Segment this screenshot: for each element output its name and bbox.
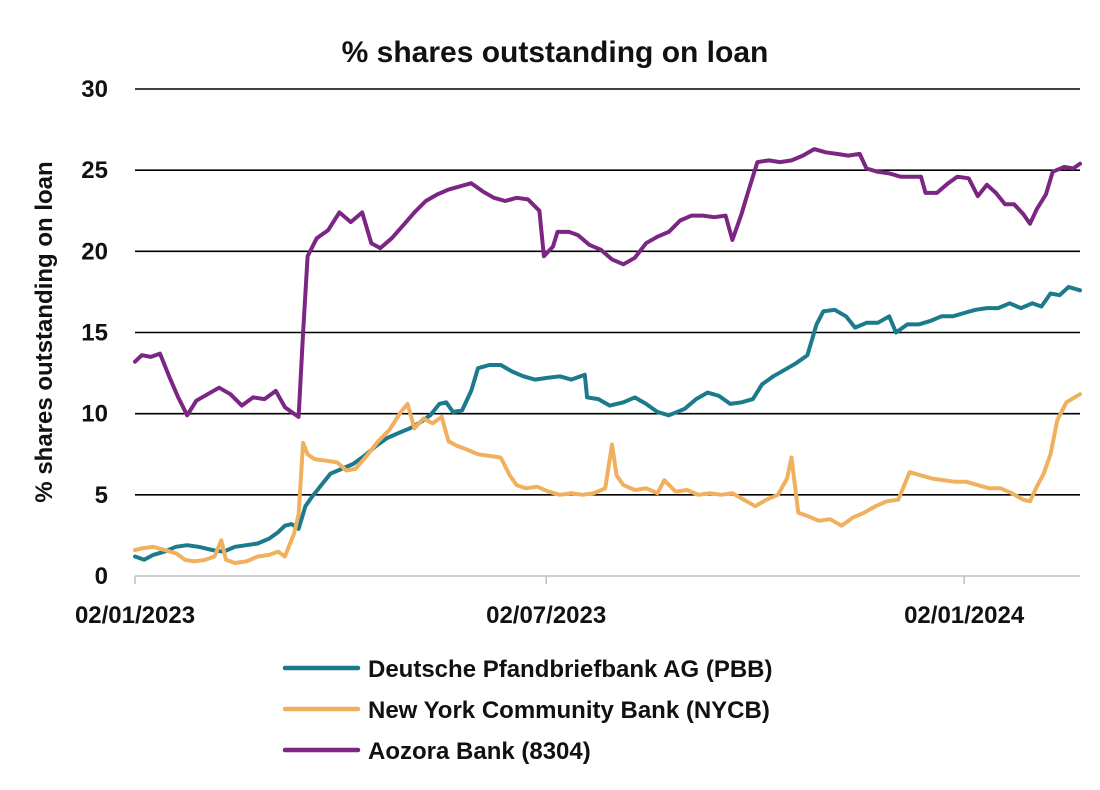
series-line-1 bbox=[133, 392, 1082, 565]
y-tick-label: 30 bbox=[81, 76, 108, 103]
series-lines bbox=[133, 147, 1082, 565]
x-tick-label: 02/01/2023 bbox=[75, 602, 195, 629]
y-tick-label: 10 bbox=[81, 401, 108, 428]
y-tick-label: 5 bbox=[95, 482, 108, 509]
legend-label: Deutsche Pfandbriefbank AG (PBB) bbox=[368, 656, 773, 683]
legend: Deutsche Pfandbriefbank AG (PBB) New York… bbox=[282, 656, 773, 765]
x-axis: 02/01/2023 02/07/2023 02/01/2024 bbox=[75, 575, 1080, 629]
y-axis-label: % shares outstanding on loan bbox=[31, 161, 58, 502]
y-axis-ticks: 0 5 10 15 20 25 30 bbox=[81, 76, 108, 590]
x-tick-label: 02/01/2024 bbox=[904, 602, 1025, 629]
legend-label: New York Community Bank (NYCB) bbox=[368, 697, 770, 724]
legend-label: Aozora Bank (8304) bbox=[368, 738, 591, 765]
gridlines bbox=[135, 88, 1080, 496]
y-tick-label: 0 bbox=[95, 563, 108, 590]
series-line-0 bbox=[133, 285, 1082, 562]
x-tick-label: 02/07/2023 bbox=[486, 602, 606, 629]
y-tick-label: 15 bbox=[81, 320, 108, 347]
y-tick-label: 25 bbox=[81, 157, 108, 184]
series-line-2 bbox=[133, 147, 1082, 419]
y-tick-label: 20 bbox=[81, 238, 108, 265]
chart-title: % shares outstanding on loan bbox=[342, 36, 769, 69]
